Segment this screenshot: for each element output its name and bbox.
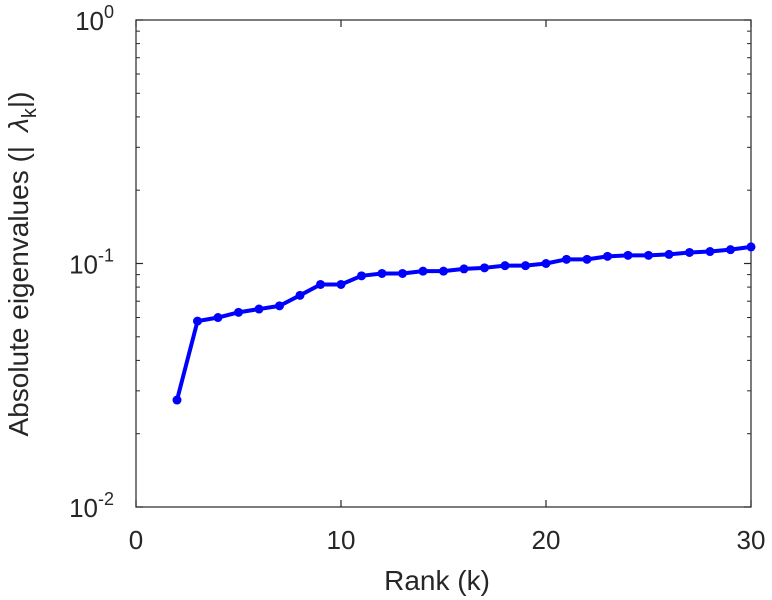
x-tick-label: 20 <box>532 525 561 555</box>
data-point <box>623 250 633 260</box>
data-point <box>480 263 489 273</box>
x-axis-title: Rank (k) <box>384 565 490 596</box>
y-tick-label: 10-2 <box>69 489 114 523</box>
data-point <box>726 245 735 255</box>
data-point <box>439 266 448 276</box>
y-axis-title-main: Absolute eigenvalues (| <box>3 146 34 437</box>
series-layer <box>172 242 756 405</box>
data-point <box>582 254 592 264</box>
data-point <box>254 304 264 314</box>
data-point <box>234 307 243 317</box>
y-tick-labels: 10-2 10-1 100 <box>69 2 114 523</box>
data-point <box>275 301 284 311</box>
plot-area <box>135 19 756 508</box>
x-tick-label: 10 <box>327 525 356 555</box>
data-point <box>336 279 346 289</box>
data-point <box>541 259 551 268</box>
data-point <box>685 247 694 257</box>
data-point <box>316 279 325 289</box>
y-axis-title-suffix: |) <box>3 92 34 109</box>
data-point <box>562 254 571 264</box>
data-point <box>418 266 428 276</box>
data-point <box>521 261 530 271</box>
data-point <box>500 261 510 271</box>
axis-ticks <box>135 19 752 508</box>
data-point <box>377 268 387 278</box>
data-point <box>603 251 612 261</box>
data-point <box>398 268 407 278</box>
y-axis-title-subscript: k <box>19 107 41 118</box>
data-point <box>705 247 715 257</box>
y-axis-title: Absolute eigenvalues (| λk|) <box>3 92 41 437</box>
plot-frame <box>135 19 752 508</box>
data-point <box>295 290 305 300</box>
data-point <box>644 250 653 260</box>
data-point <box>664 249 674 259</box>
x-tick-label: 30 <box>737 525 766 555</box>
data-point <box>213 313 223 323</box>
data-point <box>193 316 202 326</box>
y-tick-label: 10-1 <box>69 246 114 280</box>
data-point <box>172 395 182 405</box>
data-point <box>459 264 469 274</box>
x-tick-labels: 0 10 20 30 <box>129 525 766 555</box>
x-tick-label: 0 <box>129 525 143 555</box>
y-tick-label: 100 <box>75 2 114 36</box>
data-point <box>357 271 366 281</box>
data-point <box>746 242 756 252</box>
y-axis-title-symbol: λ <box>3 118 34 134</box>
